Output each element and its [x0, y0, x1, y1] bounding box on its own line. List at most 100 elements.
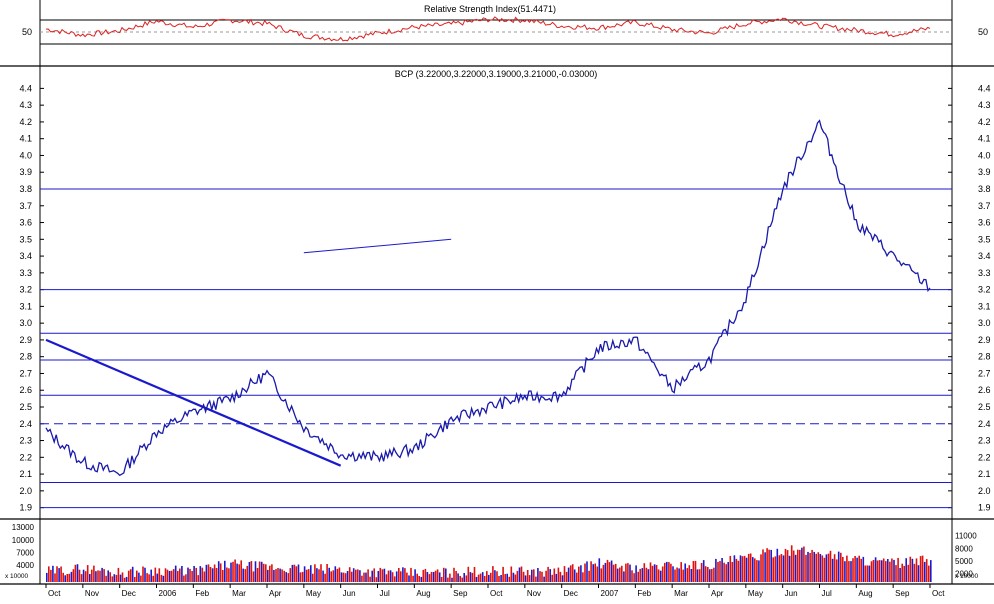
volume-bar: [889, 561, 891, 582]
volume-bar: [635, 565, 637, 582]
volume-bar: [573, 569, 576, 582]
volume-bar: [612, 564, 615, 582]
price-tick-label-right: 2.0: [978, 486, 991, 496]
volume-bar: [164, 568, 167, 582]
volume-bar: [211, 568, 214, 582]
volume-bar: [285, 572, 287, 582]
volume-bar: [471, 572, 474, 582]
volume-bar: [657, 569, 660, 582]
volume-bar: [338, 567, 341, 582]
volume-bar: [621, 565, 623, 582]
volume-bar: [696, 569, 699, 582]
price-tick-label-right: 1.9: [978, 503, 991, 513]
x-tick-label: May: [748, 589, 763, 598]
volume-bar: [842, 557, 844, 582]
volume-bar: [749, 553, 752, 582]
volume-bar: [533, 569, 535, 582]
volume-bar: [291, 564, 294, 582]
volume-bar: [747, 553, 750, 582]
volume-bar: [815, 553, 817, 582]
volume-bar: [365, 572, 367, 582]
volume-bar: [729, 555, 732, 582]
volume-bar: [653, 564, 656, 582]
volume-bar: [254, 561, 257, 582]
volume-bar: [707, 567, 709, 582]
volume-bar: [252, 571, 255, 582]
volume-bar: [352, 568, 355, 582]
volume-bar: [260, 561, 263, 582]
rsi-title: Relative Strength Index(51.4471): [424, 4, 556, 14]
volume-bar: [152, 575, 154, 582]
volume-bar: [833, 554, 836, 582]
x-tick-label: Nov: [527, 589, 541, 598]
volume-bar: [146, 573, 148, 582]
volume-bar: [790, 545, 793, 582]
x-tick-label: Mar: [674, 589, 688, 598]
volume-bar: [559, 571, 562, 582]
volume-bar: [743, 555, 746, 582]
volume-bar: [481, 572, 484, 582]
volume-bar: [181, 566, 183, 582]
volume-bar: [850, 561, 852, 582]
price-tick-label-right: 4.2: [978, 117, 991, 127]
volume-unit-label-right: x 10000: [955, 573, 979, 580]
volume-bar: [664, 562, 666, 582]
volume-bar: [281, 569, 283, 582]
volume-bar: [295, 566, 298, 582]
volume-bar: [770, 549, 772, 582]
price-tick-label-right: 3.3: [978, 268, 991, 278]
volume-bar: [483, 576, 486, 582]
volume-bar: [91, 569, 93, 582]
volume-bar: [666, 561, 668, 582]
volume-bar: [492, 566, 494, 582]
volume-bar: [332, 570, 335, 582]
volume-bar: [518, 567, 521, 582]
volume-bar: [520, 566, 523, 582]
volume-bar: [895, 565, 897, 582]
x-tick-label: Jul: [822, 589, 832, 598]
x-tick-label: Feb: [637, 589, 651, 598]
volume-bar: [109, 572, 111, 582]
volume-bar: [797, 549, 799, 582]
volume-bar: [111, 576, 114, 582]
volume-bar: [215, 568, 218, 582]
volume-bar: [825, 554, 828, 582]
volume-bar: [107, 570, 109, 582]
x-tick-label: Jul: [380, 589, 390, 598]
volume-bar: [717, 561, 719, 582]
volume-unit-label: x 10000: [5, 573, 29, 580]
volume-bar: [854, 556, 856, 582]
volume-bar: [911, 558, 914, 582]
volume-bar: [400, 571, 402, 582]
x-tick-label: 2006: [159, 589, 177, 598]
price-tick-label-right: 3.0: [978, 318, 991, 328]
volume-bar: [723, 562, 725, 582]
price-tick-label-right: 3.8: [978, 184, 991, 194]
volume-bar: [475, 576, 478, 582]
price-tick-label-right: 4.0: [978, 150, 991, 160]
volume-bar: [166, 569, 169, 582]
price-tick-label: 2.8: [19, 352, 32, 362]
volume-bar: [921, 555, 924, 582]
volume-bar: [569, 565, 572, 582]
volume-bar: [764, 552, 766, 582]
volume-bar: [606, 559, 609, 582]
volume-bar: [269, 565, 271, 582]
x-tick-label: Oct: [48, 589, 61, 598]
volume-bar: [739, 555, 742, 582]
volume-bar: [647, 569, 650, 582]
volume-bar: [473, 567, 476, 582]
volume-bar: [127, 570, 130, 582]
volume-bar: [209, 567, 212, 582]
volume-bar: [688, 565, 691, 582]
volume-bar: [477, 574, 480, 582]
volume-bar: [248, 562, 251, 582]
volume-bar: [66, 574, 69, 582]
volume-bar: [494, 570, 496, 582]
volume-tick-label-right: 8000: [955, 544, 973, 553]
volume-bar: [801, 547, 803, 582]
volume-bar: [70, 571, 73, 582]
volume-bar: [383, 568, 386, 582]
volume-bar: [467, 566, 470, 582]
price-tick-label: 4.4: [19, 83, 32, 93]
